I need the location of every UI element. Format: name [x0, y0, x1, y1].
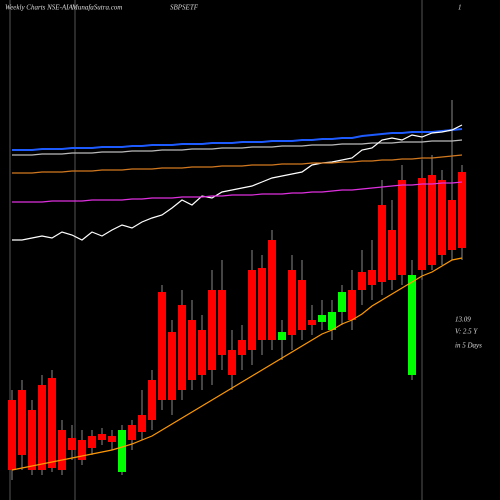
candle-body — [348, 290, 356, 320]
candle-body — [128, 425, 136, 440]
candle-body — [458, 172, 466, 248]
site: MunafaSutra.com — [71, 4, 122, 12]
candle-body — [298, 280, 306, 330]
candle-body — [148, 380, 156, 420]
candle-body — [228, 350, 236, 375]
average-line — [12, 124, 463, 241]
candle-body — [48, 378, 56, 468]
candle-body — [178, 305, 186, 390]
candle-body — [98, 434, 106, 440]
candle-body — [18, 390, 26, 455]
candle-body — [168, 332, 176, 400]
candle-body — [268, 240, 276, 340]
candle-body — [428, 175, 436, 265]
candle-body — [388, 230, 396, 280]
candle-body — [288, 270, 296, 335]
header-left: Weekly Charts NSE-AIA — [5, 4, 74, 12]
candle-body — [338, 292, 346, 312]
plot — [8, 100, 466, 480]
candle-body — [248, 270, 256, 350]
candle-body — [378, 205, 386, 282]
candle-body — [278, 332, 286, 340]
average-line — [12, 139, 463, 156]
note: in 5 Days — [455, 342, 482, 350]
candle-body — [308, 320, 316, 325]
candle-body — [68, 438, 76, 450]
candle-body — [418, 178, 426, 270]
candle-body — [438, 180, 446, 255]
candle-body — [448, 200, 456, 250]
chart-title: SBPSETF — [170, 4, 199, 12]
note: 13.09 — [455, 316, 471, 324]
average-line — [12, 128, 463, 151]
candle-body — [358, 272, 366, 290]
candle-body — [238, 340, 246, 355]
candle-body — [258, 268, 266, 340]
candle-body — [78, 440, 86, 460]
candle-body — [398, 180, 406, 275]
average-line — [11, 257, 463, 471]
candle-body — [158, 292, 166, 400]
candle-body — [318, 315, 326, 322]
candle-body — [8, 400, 16, 470]
candle-body — [118, 430, 126, 472]
candle-body — [88, 436, 96, 448]
header-right: 1 — [458, 4, 462, 12]
candle-body — [198, 330, 206, 375]
candle-body — [208, 290, 216, 370]
candle-body — [408, 275, 416, 375]
candle-body — [188, 320, 196, 380]
candle-body — [38, 385, 46, 470]
average-line — [12, 154, 463, 174]
candle-body — [328, 312, 336, 330]
note: V: 2.5 Y — [455, 328, 478, 336]
candle-body — [108, 436, 116, 442]
candle-body — [138, 415, 146, 432]
candle-body — [28, 410, 36, 470]
average-line — [12, 181, 463, 203]
candle-body — [218, 290, 226, 355]
candle-body — [58, 430, 66, 470]
candle-body — [368, 270, 376, 285]
